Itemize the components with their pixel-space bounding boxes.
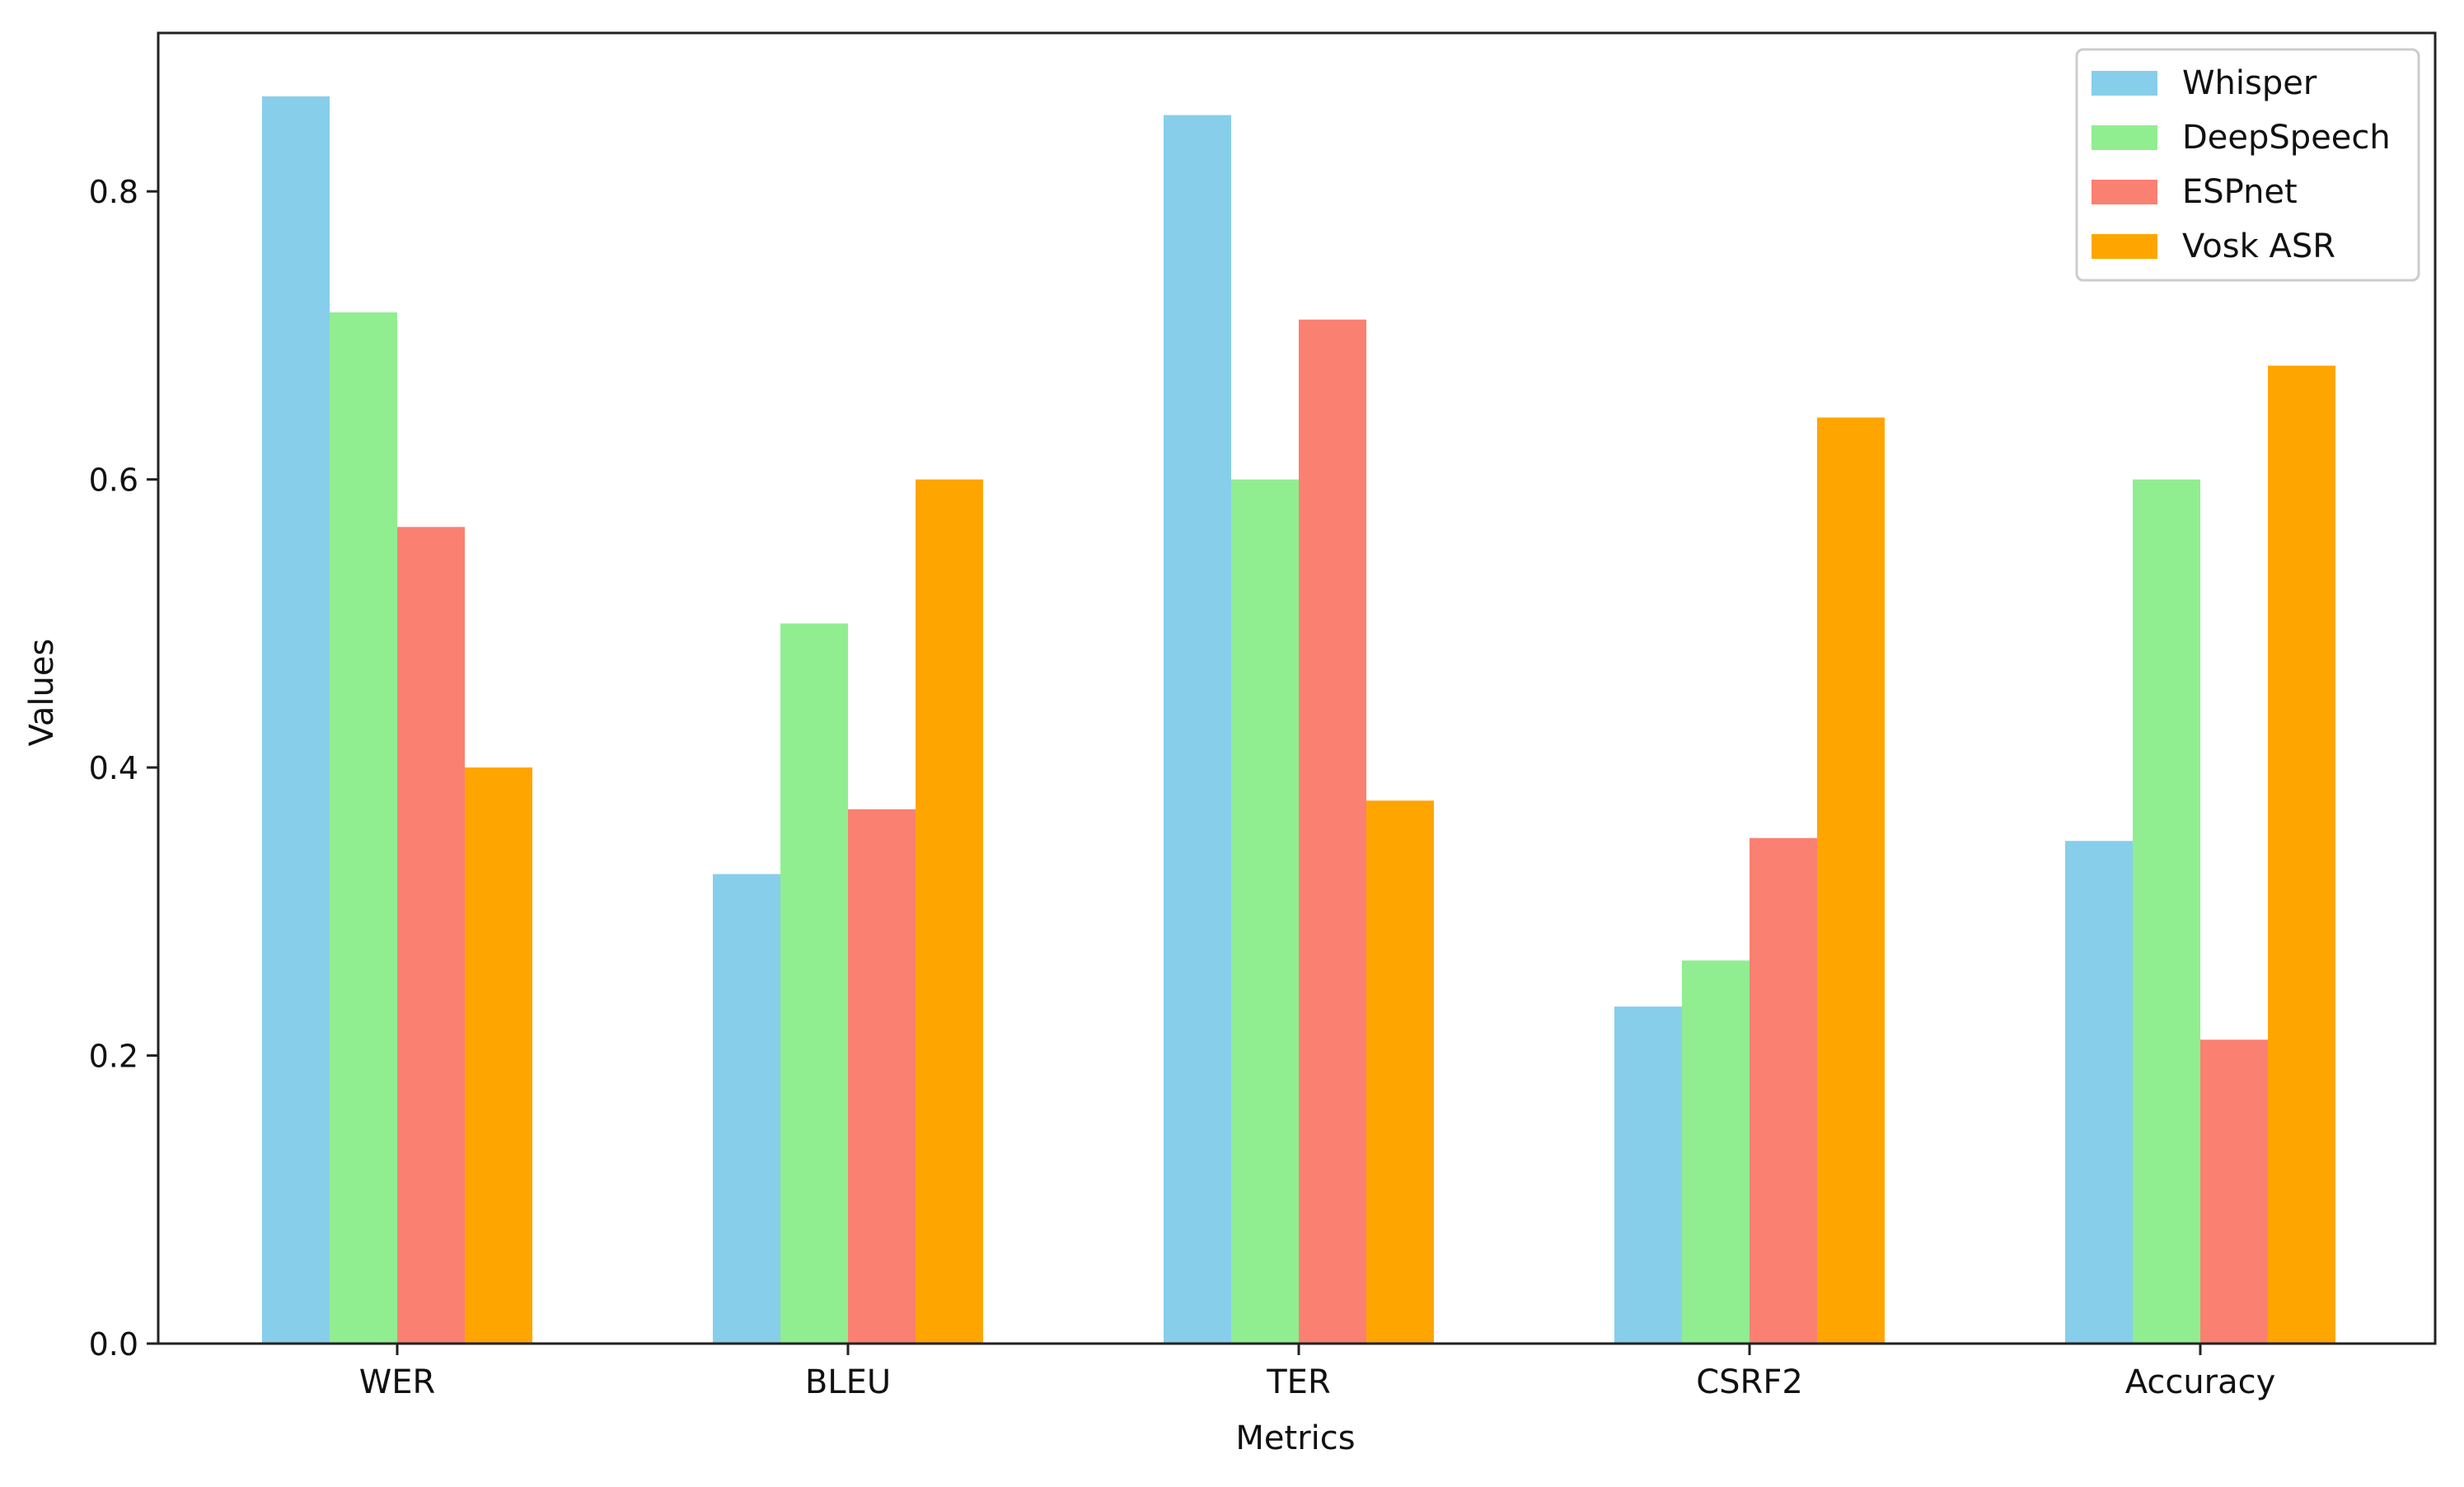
y-axis-label: Values <box>23 639 61 747</box>
bar-whisper-bleu <box>713 874 780 1344</box>
bar-deepspeech-accuracy <box>2133 479 2200 1344</box>
legend-box <box>2075 48 2420 282</box>
bar-deepspeech-csrf2 <box>1682 960 1750 1344</box>
x-tick-label-csrf2: CSRF2 <box>1696 1363 1803 1401</box>
bar-espnet-wer <box>397 527 465 1344</box>
legend-swatch-whisper <box>2092 71 2157 96</box>
legend: Whisper DeepSpeech ESPnet Vosk ASR <box>2075 48 2420 282</box>
plot-frame <box>157 31 2437 1345</box>
bar-whisper-ter <box>1164 115 1231 1344</box>
bar-deepspeech-wer <box>330 312 397 1344</box>
bar-vosk-asr-csrf2 <box>1817 417 1885 1344</box>
y-tick-label: 0.2 <box>89 1039 138 1075</box>
legend-label-espnet: ESPnet <box>2182 173 2298 211</box>
x-tick-label-accuracy: Accuracy <box>2125 1363 2276 1401</box>
legend-label-whisper: Whisper <box>2182 64 2317 102</box>
bar-deepspeech-ter <box>1231 479 1299 1344</box>
legend-swatch-vosk-asr <box>2092 234 2157 259</box>
legend-label-deepspeech: DeepSpeech <box>2182 119 2391 157</box>
y-tick-label: 0.6 <box>89 462 138 499</box>
legend-swatch-espnet <box>2092 180 2157 204</box>
bars-layer <box>262 96 2335 1344</box>
axes-layer: 0.0 0.2 0.4 0.6 0.8 WER BLEU TER CSRF2 Accuracy <box>89 31 2437 1401</box>
x-axis-label: Metrics <box>1235 1419 1355 1457</box>
legend-swatch-deepspeech <box>2092 125 2157 150</box>
bar-deepspeech-bleu <box>780 623 848 1344</box>
legend-label-vosk-asr: Vosk ASR <box>2182 228 2335 265</box>
x-tick-label-bleu: BLEU <box>805 1363 891 1401</box>
bar-vosk-asr-ter <box>1366 800 1434 1344</box>
bar-vosk-asr-accuracy <box>2268 365 2335 1344</box>
bar-espnet-bleu <box>848 809 916 1344</box>
bar-espnet-ter <box>1299 319 1366 1344</box>
y-tick-label: 0.8 <box>89 174 138 210</box>
bar-vosk-asr-wer <box>465 767 532 1344</box>
bar-vosk-asr-bleu <box>916 479 983 1344</box>
bar-whisper-wer <box>262 96 330 1344</box>
bar-whisper-accuracy <box>2065 841 2133 1344</box>
y-tick-label: 0.4 <box>89 750 138 786</box>
bar-espnet-csrf2 <box>1750 837 1817 1344</box>
x-tick-label-ter: TER <box>1266 1363 1331 1401</box>
bar-whisper-csrf2 <box>1614 1006 1682 1344</box>
bar-espnet-accuracy <box>2200 1039 2268 1344</box>
x-tick-label-wer: WER <box>359 1363 436 1401</box>
y-tick-label: 0.0 <box>89 1326 138 1363</box>
